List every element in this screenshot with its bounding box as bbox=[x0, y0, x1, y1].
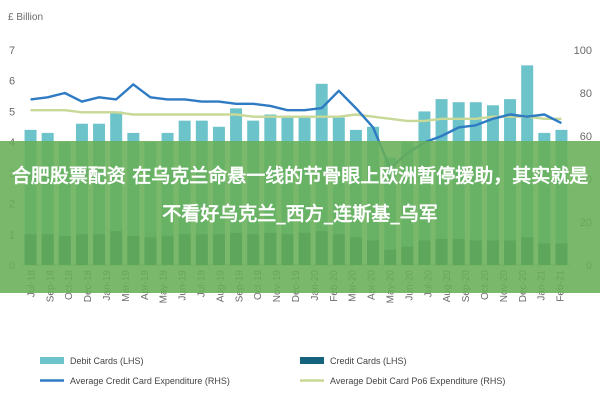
right-tick-label: 60 bbox=[580, 131, 592, 143]
overlay-banner: 合肥股票配资 在乌克兰命悬一线的节骨眼上欧洲暂停援助，其实就是不看好乌克兰_西方… bbox=[0, 141, 600, 293]
left-tick-label: 7 bbox=[9, 45, 15, 57]
legend-swatch bbox=[40, 357, 64, 364]
line-series bbox=[30, 83, 562, 170]
legend-label: Debit Cards (LHS) bbox=[70, 356, 144, 366]
legend: Debit Cards (LHS) Credit Cards (LHS) Avera… bbox=[40, 356, 505, 386]
overlay-title: 合肥股票配资 在乌克兰命悬一线的节骨眼上欧洲暂停援助，其实就是不看好乌克兰_西方… bbox=[11, 165, 589, 225]
legend-label: Credit Cards (LHS) bbox=[330, 356, 407, 366]
right-tick-label: 80 bbox=[580, 88, 592, 100]
legend-swatch bbox=[300, 357, 324, 364]
left-tick-label: 5 bbox=[9, 106, 15, 118]
debit-pos-expenditure-line bbox=[30, 108, 562, 123]
right-tick-label: 100 bbox=[574, 45, 592, 57]
credit-expenditure-line bbox=[30, 83, 562, 170]
left-tick-label: 6 bbox=[9, 76, 15, 88]
legend-label: Average Credit Card Expenditure (RHS) bbox=[70, 376, 230, 386]
left-axis-unit-label: £ Billion bbox=[8, 12, 43, 23]
legend-label: Average Debit Card Po6 Expenditure (RHS) bbox=[330, 376, 505, 386]
